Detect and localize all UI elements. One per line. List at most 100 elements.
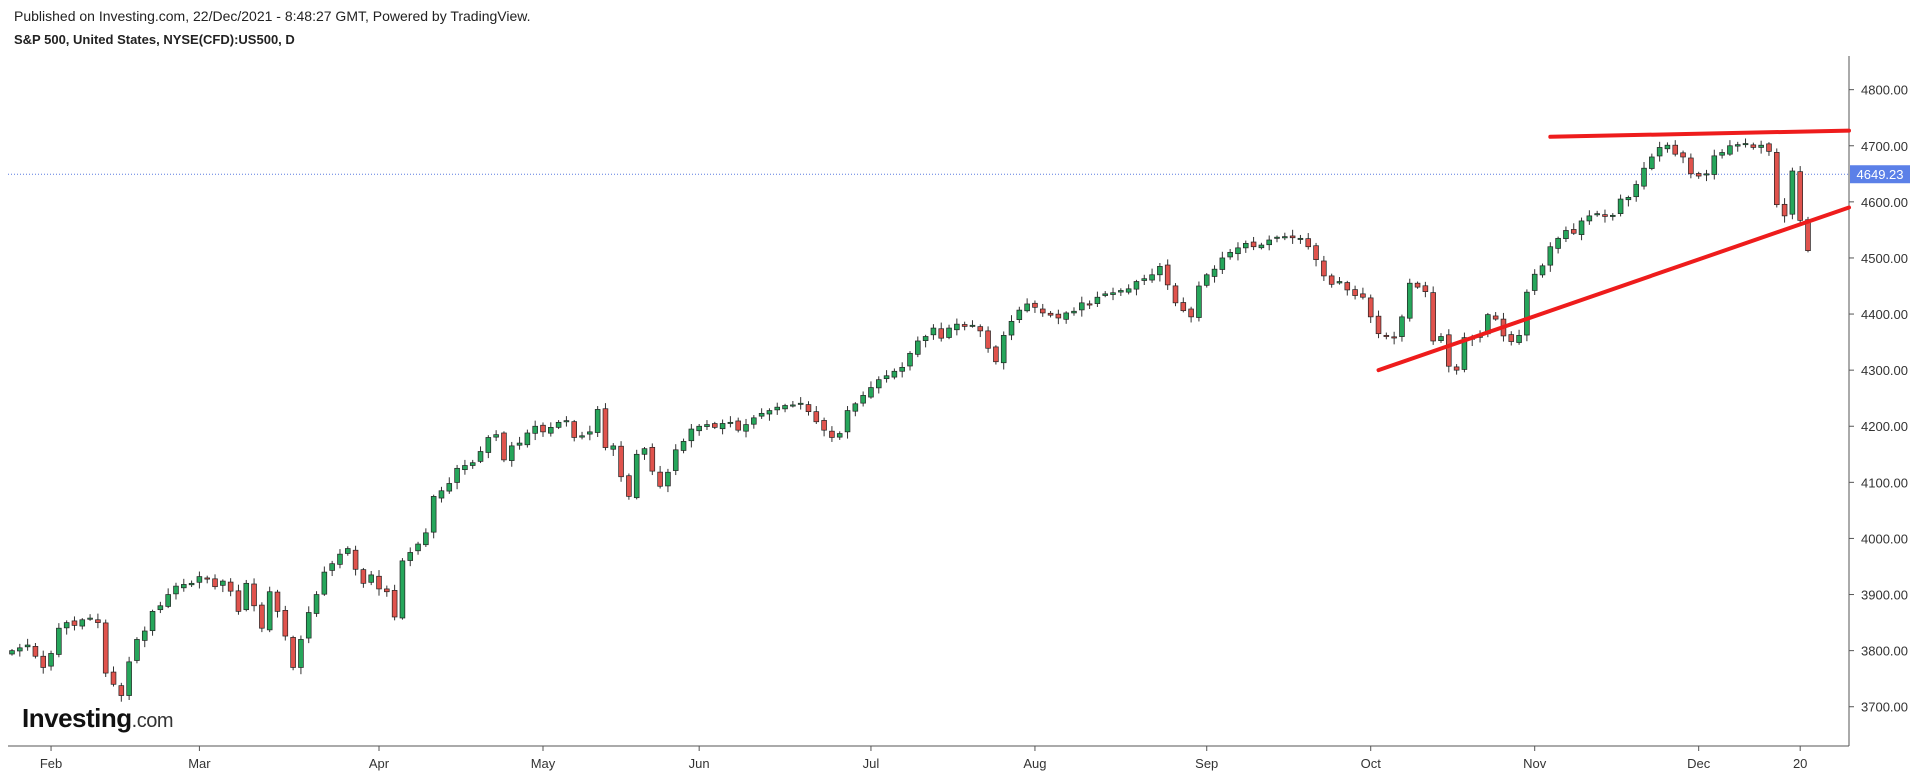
candle-body-up — [688, 428, 695, 442]
candle-body-up — [188, 582, 195, 586]
candle-body-up — [1157, 266, 1163, 276]
candle — [915, 336, 921, 358]
candle — [922, 334, 929, 348]
candle-body-up — [1219, 257, 1226, 270]
time-tick-label: Jul — [863, 756, 880, 771]
candle — [524, 429, 531, 448]
candle-body-up — [1539, 265, 1546, 276]
candle — [1086, 300, 1093, 309]
candle — [1094, 291, 1101, 307]
candle — [1289, 229, 1296, 244]
candle-body-down — [1508, 334, 1515, 342]
candle — [938, 322, 945, 342]
time-axis[interactable]: Feb Mar Apr May Jun Jul Aug Sep Oct Nov Dec 20 — [40, 746, 1808, 771]
candle-body-up — [1711, 155, 1718, 175]
candle — [587, 425, 593, 441]
candle-body-down — [1328, 275, 1335, 285]
candle — [157, 601, 164, 614]
candle-body-up — [1274, 236, 1280, 239]
candle-body-down — [1688, 157, 1694, 175]
candle-body-down — [1383, 335, 1390, 337]
candle-body-up — [1000, 335, 1007, 364]
candle-body-up — [1547, 246, 1554, 266]
candle-body-up — [1118, 290, 1124, 293]
candle — [259, 602, 265, 633]
candle — [345, 546, 351, 556]
upper-resistance-line[interactable] — [1548, 128, 1851, 139]
candle-body-up — [954, 323, 960, 331]
candle-body-down — [384, 588, 390, 593]
candle — [680, 438, 687, 454]
candle-body-up — [493, 434, 499, 438]
candle-body-down — [1422, 285, 1429, 292]
candle — [1274, 235, 1280, 243]
candle — [1133, 279, 1140, 296]
candle-body-down — [938, 328, 945, 339]
candle-body-up — [63, 622, 70, 629]
candle — [1071, 307, 1077, 316]
candle — [1641, 162, 1647, 190]
candle-body-down — [360, 569, 367, 584]
candle — [1149, 268, 1155, 283]
last-price-label: 4649.23 — [1857, 167, 1904, 182]
candle-body-up — [766, 410, 773, 415]
candle-body-up — [1516, 335, 1522, 343]
lower-support-line[interactable] — [1376, 205, 1851, 373]
candle — [141, 626, 148, 648]
price-tick-label: 4700.00 — [1861, 139, 1908, 154]
candle-body-up — [1719, 152, 1725, 156]
candle — [1399, 314, 1405, 342]
candle — [1243, 240, 1249, 253]
candle-body-down — [71, 620, 78, 626]
candle — [1305, 233, 1312, 250]
candle — [1000, 331, 1007, 370]
candle-body-down — [1047, 312, 1054, 316]
time-tick-label: Nov — [1523, 756, 1547, 771]
candle — [1610, 213, 1616, 221]
price-tick-label: 4800.00 — [1861, 83, 1908, 98]
candle-body-up — [1016, 309, 1023, 321]
candle — [1703, 169, 1710, 182]
candle-body-down — [235, 590, 242, 612]
candle — [87, 614, 93, 621]
candle-body-up — [446, 483, 453, 492]
candle-body-up — [1336, 281, 1343, 284]
candle — [329, 560, 335, 577]
price-axis[interactable]: 4800.00 4700.00 4600.00 4500.00 4400.00 4300.… — [1849, 83, 1908, 715]
candle-body-up — [1406, 282, 1413, 319]
time-tick-label: Apr — [369, 756, 390, 771]
candle-body-down — [1672, 144, 1679, 155]
candle — [712, 421, 718, 430]
candle — [1649, 153, 1655, 171]
candle — [696, 424, 702, 436]
candle-body-up — [1149, 274, 1155, 281]
candle — [829, 426, 835, 442]
candle-body-up — [141, 630, 148, 641]
candle-body-up — [665, 471, 671, 487]
candle-body-down — [649, 446, 656, 472]
candle-body-down — [571, 421, 577, 438]
candle — [337, 549, 343, 569]
investing-logo: Investing.com — [22, 703, 173, 733]
candle-body-down — [376, 575, 382, 590]
candle-body-down — [1172, 285, 1179, 304]
candle — [1383, 332, 1390, 340]
candle — [71, 616, 78, 631]
candle — [743, 418, 749, 438]
candle-body-up — [883, 375, 890, 380]
candle — [1633, 180, 1639, 202]
candle-body-up — [516, 442, 523, 446]
candle — [102, 619, 109, 677]
candle — [1680, 150, 1686, 164]
candle — [1321, 255, 1327, 281]
candle-body-up — [1235, 247, 1241, 255]
candle-body-down — [1797, 171, 1803, 221]
candle — [1430, 286, 1436, 345]
candle-body-down — [290, 637, 296, 668]
candle — [384, 585, 390, 597]
candle — [243, 579, 250, 612]
candle-body-up — [462, 465, 468, 471]
candle — [1313, 242, 1319, 267]
candle — [290, 635, 296, 671]
